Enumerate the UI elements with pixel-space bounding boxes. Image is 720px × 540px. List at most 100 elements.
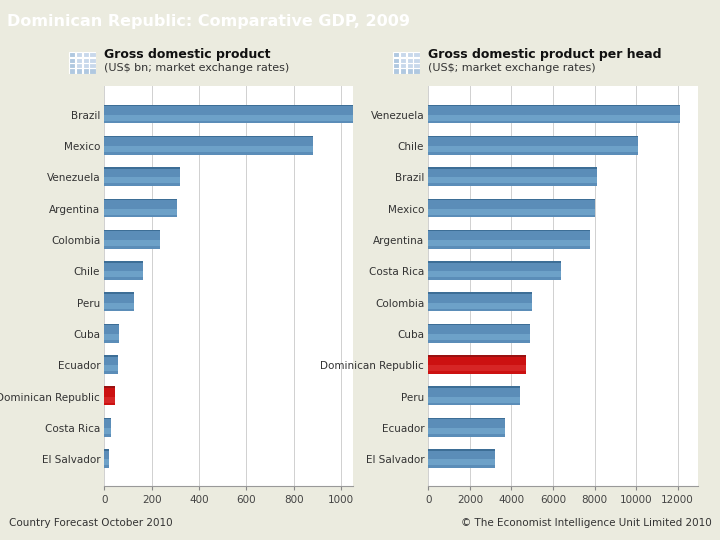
Bar [407,63,413,68]
Bar [104,136,313,153]
Bar [428,324,530,341]
Bar [89,58,96,63]
Bar [393,63,400,68]
Bar [428,261,562,279]
Bar [104,366,118,372]
Text: Gross domestic product: Gross domestic product [104,48,271,61]
Bar [428,272,562,278]
Bar [407,52,413,57]
Bar [428,325,530,342]
Bar [104,355,118,372]
Text: Dominican Republic: Comparative GDP, 2009: Dominican Republic: Comparative GDP, 200… [7,14,410,29]
Bar [104,324,119,341]
Bar [104,200,177,217]
Bar [83,52,89,57]
Bar [393,52,400,57]
Bar [104,460,109,465]
Bar [104,169,180,186]
Bar [428,294,532,311]
Bar [428,240,590,246]
Bar [104,105,477,122]
Bar [89,52,96,57]
Bar [400,58,406,63]
Bar [428,178,597,184]
Bar [104,294,135,311]
Bar [428,138,638,154]
Bar [428,387,520,403]
Bar [104,178,180,184]
Text: 1,573.4: 1,573.4 [431,110,474,120]
Bar [104,230,160,247]
Bar [69,69,76,73]
Bar [104,450,109,468]
Text: (US$ bn; market exchange rates): (US$ bn; market exchange rates) [104,63,289,73]
Bar [76,63,82,68]
Bar [428,419,505,436]
Text: © The Economist Intelligence Unit Limited 2010: © The Economist Intelligence Unit Limite… [461,518,711,528]
Bar [428,355,526,372]
Bar [104,272,143,278]
Bar [428,366,526,372]
Bar [393,69,400,73]
Bar [69,63,76,68]
Bar [104,356,118,374]
Bar [413,52,420,57]
Bar [428,460,495,465]
Bar [393,58,400,63]
Bar [104,115,477,121]
Bar [428,105,680,122]
Bar [104,418,112,435]
Bar [428,449,495,466]
Bar [104,138,313,154]
Bar [104,293,135,309]
Bar [428,115,680,121]
Bar [104,397,115,403]
Bar [104,261,143,279]
Bar [407,69,413,73]
Bar [428,303,532,309]
Bar [428,200,595,217]
Bar [83,69,89,73]
Text: Gross domestic product per head: Gross domestic product per head [428,48,662,61]
Text: (US$; market exchange rates): (US$; market exchange rates) [428,63,596,73]
Bar [400,63,406,68]
Bar [104,232,160,248]
Bar [428,397,520,403]
Bar [89,63,96,68]
Bar [428,169,597,186]
Bar [428,418,505,435]
Bar [83,58,89,63]
Bar [104,199,177,216]
Bar [413,58,420,63]
Bar [428,428,505,434]
Bar [104,167,180,185]
Bar [83,63,89,68]
Bar [104,209,177,215]
Bar [400,69,406,73]
Bar [428,388,520,405]
Bar [428,293,532,309]
Bar [428,106,680,123]
Bar [104,449,109,466]
Bar [104,334,119,340]
Bar [76,58,82,63]
Bar [104,146,313,152]
Bar [413,69,420,73]
Bar [428,450,495,468]
Bar [76,52,82,57]
Bar [104,388,115,405]
Bar [428,136,638,153]
Bar [104,240,160,246]
Bar [400,52,406,57]
Bar [428,167,597,185]
Bar [428,230,590,247]
Bar [76,69,82,73]
Text: Country Forecast October 2010: Country Forecast October 2010 [9,518,172,528]
Bar [428,356,526,374]
Bar [428,146,638,152]
Bar [104,263,143,280]
Bar [413,63,420,68]
Bar [69,58,76,63]
Bar [407,58,413,63]
Bar [428,199,595,216]
